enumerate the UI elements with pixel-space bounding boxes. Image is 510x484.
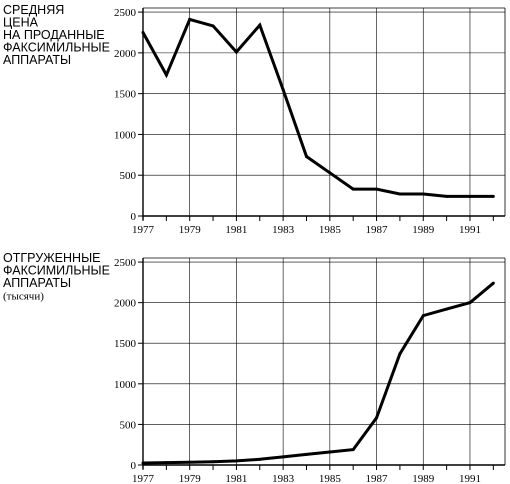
chart1-point-1982 [258, 23, 262, 27]
chart2-title-line-3: АППАРАТЫ [3, 276, 71, 290]
chart1-xtick-label-1979: 1979 [179, 224, 202, 236]
chart2-point-1988 [398, 352, 402, 356]
chart2-point-1991 [468, 301, 472, 305]
chart1-ytick-label-0: 0 [131, 211, 137, 223]
chart2-point-1981 [234, 459, 238, 463]
chart1-xtick-label-1977: 1977 [132, 224, 155, 236]
chart1-ytick-label-2500: 2500 [114, 7, 137, 19]
chart1-point-1981 [234, 50, 238, 54]
chart1-point-1990 [445, 194, 449, 198]
chart2-xtick-label-1991: 1991 [459, 473, 481, 484]
chart2-ytick-label-0: 0 [131, 460, 137, 472]
chart2-point-1983 [281, 455, 285, 459]
chart1-title-line-5: АППАРАТЫ [3, 53, 71, 67]
chart1-point-1977 [141, 30, 145, 34]
chart2-ytick-label-500: 500 [120, 419, 137, 431]
chart1-xtick-label-1987: 1987 [366, 224, 389, 236]
chart2-point-1980 [211, 460, 215, 464]
chart2-point-1987 [375, 416, 379, 420]
chart2-title-line-1: ОТГРУЖЕННЫЕ [3, 251, 100, 265]
chart1-point-1983 [281, 88, 285, 92]
chart1-ytick-label-500: 500 [120, 170, 137, 182]
chart2-point-1978 [164, 461, 168, 465]
chart1-point-1984 [304, 154, 308, 158]
chart1-xtick-label-1981: 1981 [225, 224, 247, 236]
chart2-series-line [142, 282, 495, 465]
chart2-xtick-label-1987: 1987 [366, 473, 389, 484]
chart1-xtick-label-1985: 1985 [319, 224, 342, 236]
chart2-point-1977 [141, 461, 145, 465]
chart2-xtick-label-1977: 1977 [132, 473, 155, 484]
chart1-xtick-label-1983: 1983 [272, 224, 295, 236]
chart1-xtick-label-1991: 1991 [459, 224, 481, 236]
chart1-point-1989 [421, 192, 425, 196]
chart1-point-1988 [398, 192, 402, 196]
chart2-title-line-2: ФАКСИМИЛЬНЫЕ [3, 264, 110, 278]
chart1-ytick-label-1000: 1000 [114, 129, 137, 141]
chart1-title-line-4: ФАКСИМИЛЬНЫЕ [3, 41, 110, 55]
chart1-point-1987 [375, 187, 379, 191]
chart1-ytick-label-2000: 2000 [114, 48, 137, 60]
chart1-point-1991 [468, 194, 472, 198]
chart2-point-1986 [351, 448, 355, 452]
chart1-point-1985 [328, 171, 332, 175]
chart2-point-1992 [491, 281, 495, 285]
chart1-title-line-3: НА ПРОДАННЫЕ [3, 28, 105, 42]
chart2-subtitle: (тысячи) [3, 291, 44, 303]
chart2-xtick-label-1981: 1981 [225, 473, 247, 484]
chart2-ytick-label-1000: 1000 [114, 379, 137, 391]
chart2-ytick-label-2000: 2000 [114, 298, 137, 310]
chart1-ytick-label-1500: 1500 [114, 89, 137, 101]
chart2-xtick-label-1985: 1985 [319, 473, 342, 484]
chart2-point-1984 [304, 452, 308, 456]
chart1-title-line-1: СРЕДНЯЯ [3, 3, 64, 17]
chart1-title-line-2: ЦЕНА [3, 16, 39, 30]
chart2-xtick-label-1983: 1983 [272, 473, 295, 484]
chart2-xtick-label-1989: 1989 [412, 473, 435, 484]
chart2-point-1985 [328, 450, 332, 454]
chart2-point-1989 [421, 314, 425, 318]
chart2-point-1982 [258, 457, 262, 461]
chart2-xtick-label-1979: 1979 [179, 473, 202, 484]
chart1-xtick-label-1989: 1989 [412, 224, 435, 236]
chart1-point-1986 [351, 187, 355, 191]
chart2-point-1979 [188, 460, 192, 464]
chart2-point-1990 [445, 307, 449, 311]
chart1-point-1979 [188, 17, 192, 21]
chart2-ytick-label-1500: 1500 [114, 338, 137, 350]
chart1-point-1980 [211, 24, 215, 28]
chart1-point-1992 [491, 194, 495, 198]
chart1-point-1978 [164, 73, 168, 77]
chart1-series-line [141, 17, 494, 198]
chart2-ytick-label-2500: 2500 [114, 257, 137, 269]
